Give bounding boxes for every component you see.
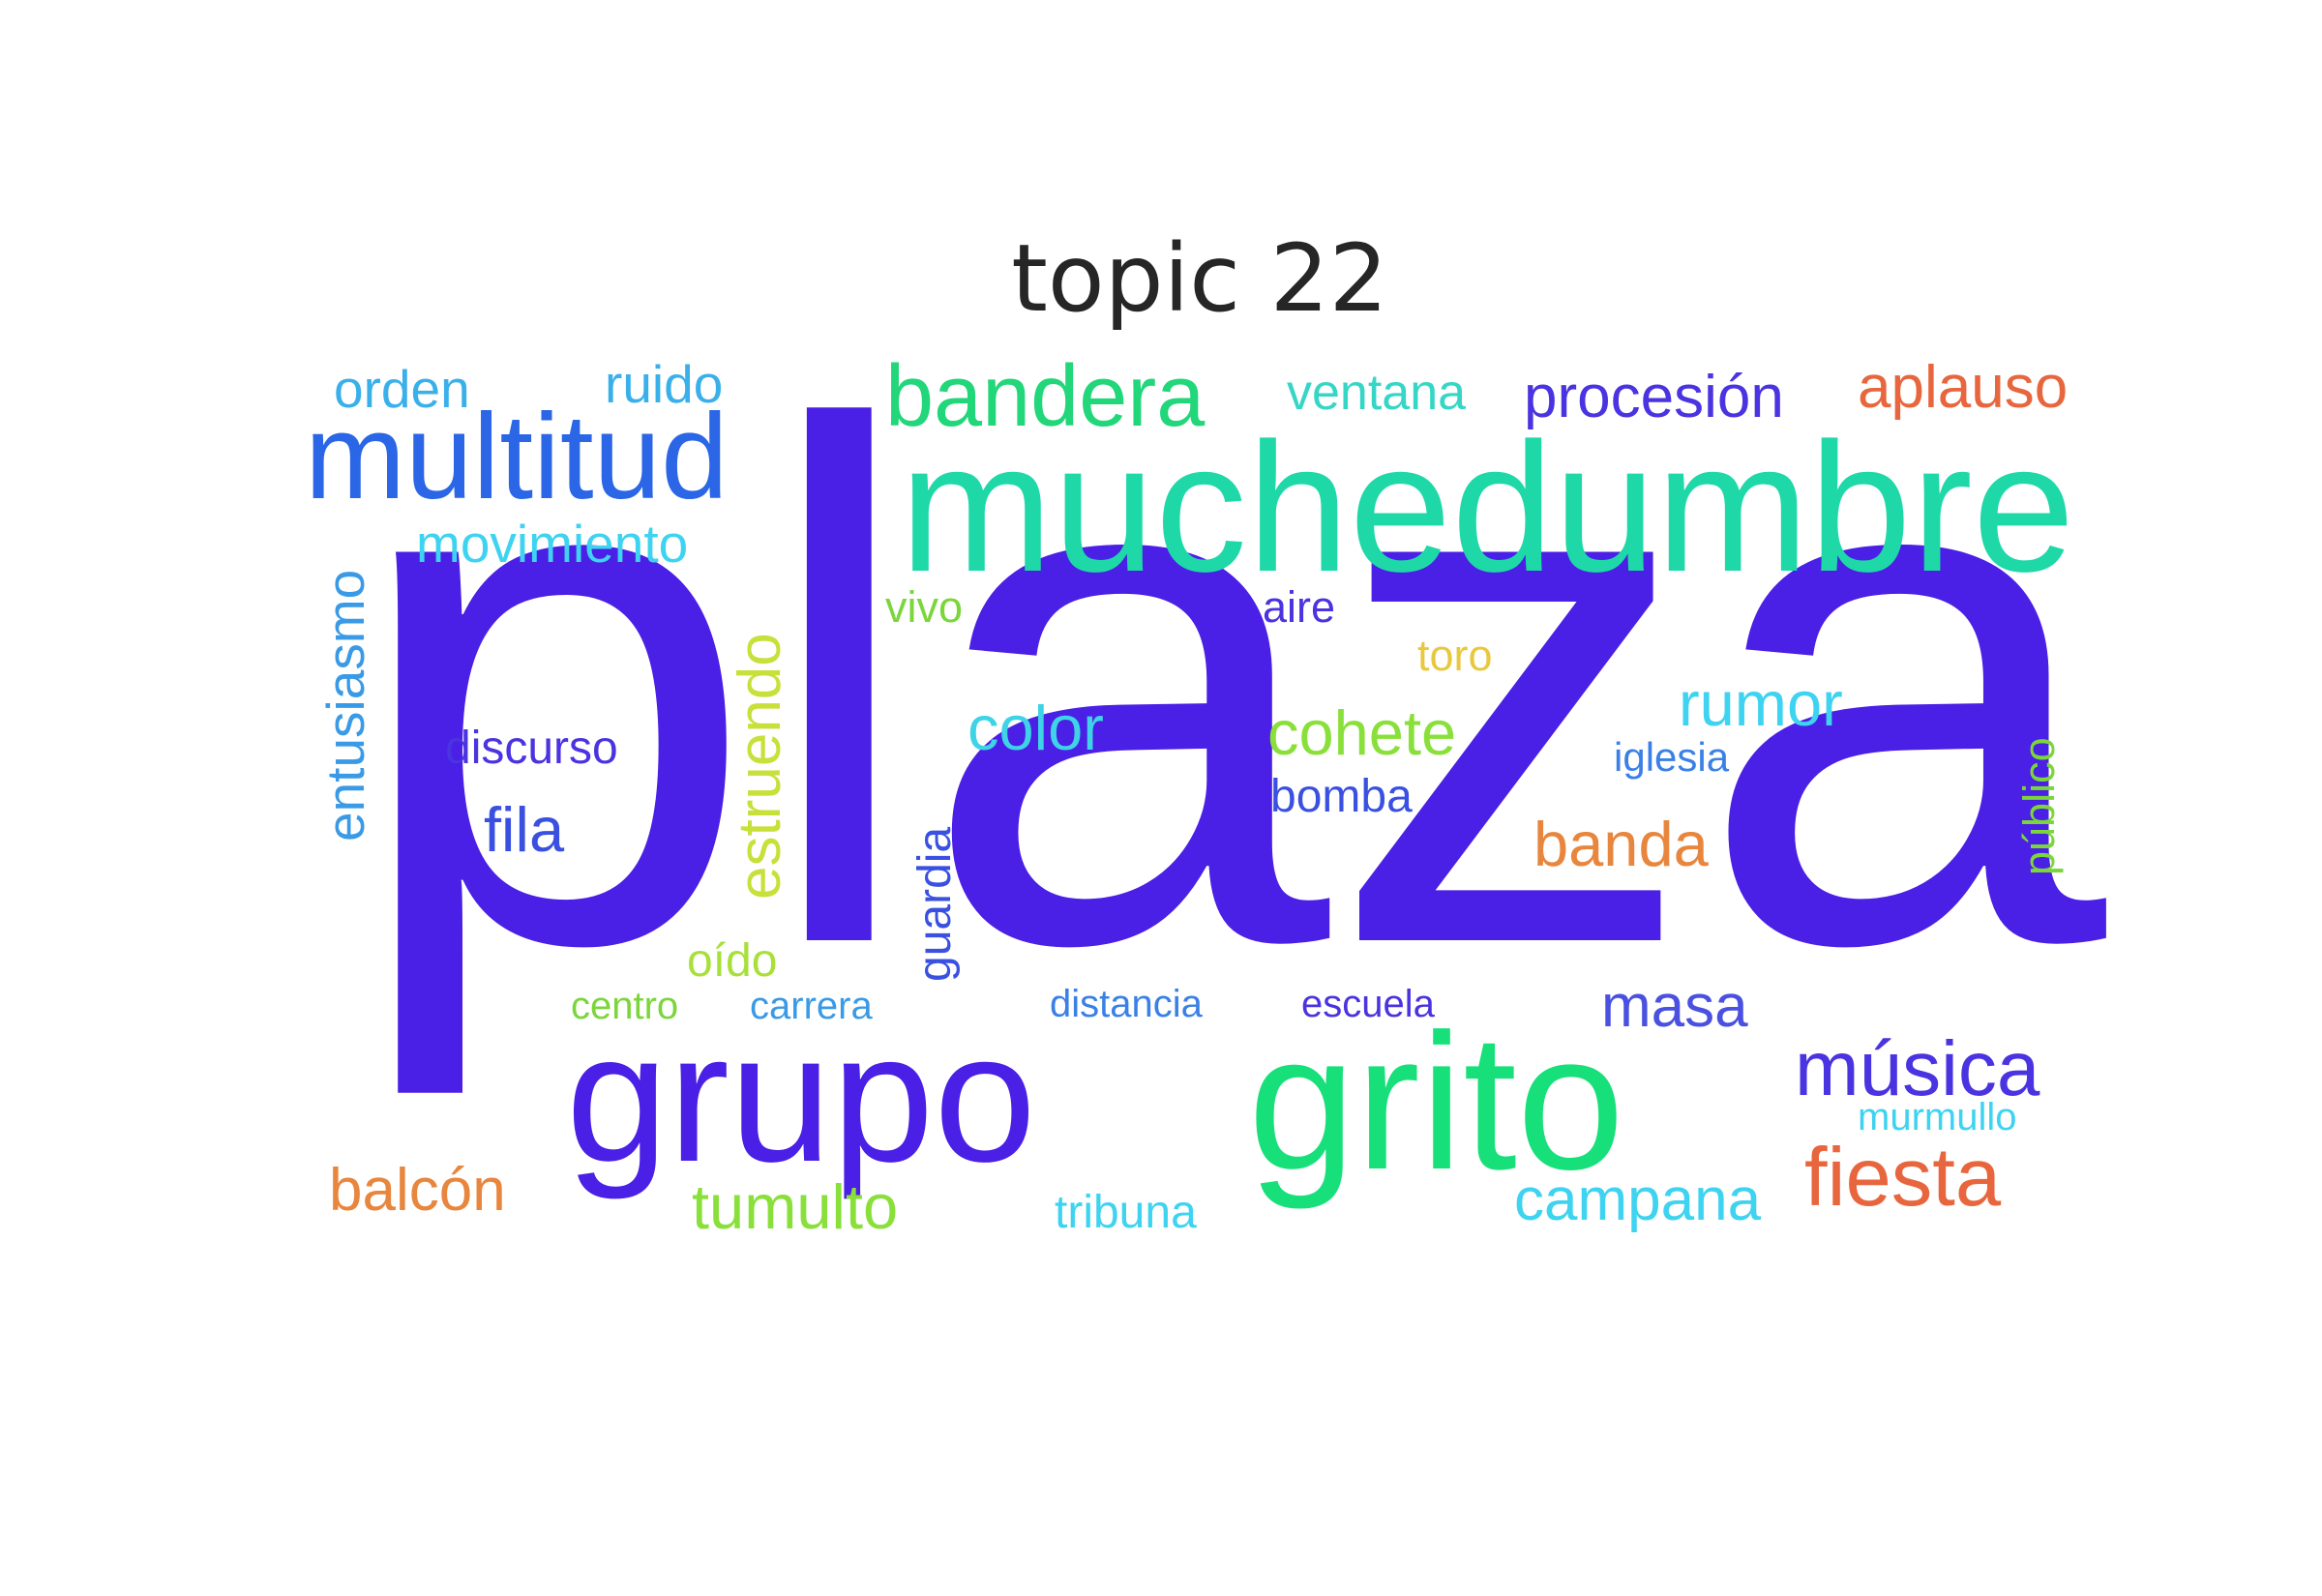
cloud-word-grito: grito (1248, 994, 1625, 1210)
cloud-word-murmullo: murmullo (1858, 1096, 2017, 1138)
cloud-word-bandera: bandera (885, 348, 1206, 445)
cloud-word-fila: fila (484, 794, 565, 865)
cloud-word-aplauso: aplauso (1858, 354, 2069, 421)
cloud-word-grupo: grupo (566, 995, 1036, 1200)
cloud-word-iglesia: iglesia (1614, 734, 1730, 780)
cloud-word-entusiasmo: entusiasmo (315, 569, 375, 842)
cloud-word-plaza: plaza (348, 276, 2106, 1097)
cloud-word-movimiento: movimiento (416, 514, 689, 574)
cloud-word-carrera: carrera (750, 985, 873, 1027)
cloud-word-cohete: cohete (1267, 697, 1457, 768)
cloud-word-guardia: guardia (909, 826, 961, 982)
cloud-word-orden: orden (334, 359, 470, 419)
cloud-word-aire: aire (1263, 582, 1336, 632)
cloud-word-fiesta: fiesta (1804, 1132, 2002, 1224)
cloud-word-muchedumbre: muchedumbre (900, 405, 2075, 610)
cloud-word-centro: centro (571, 985, 679, 1027)
cloud-word-vivo: vivo (885, 582, 964, 632)
cloud-word-música: música (1795, 1025, 2040, 1111)
cloud-word-oído: oído (687, 935, 778, 987)
cloud-word-balcón: balcón (329, 1157, 506, 1224)
cloud-word-escuela: escuela (1301, 983, 1435, 1025)
cloud-word-tumulto: tumulto (692, 1171, 899, 1242)
cloud-word-público: público (2014, 737, 2064, 875)
cloud-word-discurso: discurso (445, 723, 618, 774)
cloud-word-color: color (968, 693, 1104, 763)
cloud-word-masa: masa (1601, 973, 1748, 1040)
cloud-word-multitud: multitud (305, 390, 729, 524)
cloud-word-toro: toro (1417, 631, 1493, 680)
cloud-word-tribuna: tribuna (1055, 1187, 1197, 1238)
cloud-word-distancia: distancia (1050, 983, 1203, 1025)
cloud-word-ruido: ruido (605, 354, 724, 414)
cloud-word-campana: campana (1514, 1167, 1762, 1233)
cloud-word-estruendo: estruendo (727, 633, 793, 900)
cloud-word-ventana: ventana (1287, 365, 1467, 421)
cloud-word-bomba: bomba (1270, 771, 1413, 822)
cloud-word-banda: banda (1533, 809, 1709, 879)
cloud-word-procesión: procesión (1524, 364, 1784, 430)
cloud-word-rumor: rumor (1679, 668, 1843, 739)
figure-title: topic 22 (1011, 224, 1388, 333)
